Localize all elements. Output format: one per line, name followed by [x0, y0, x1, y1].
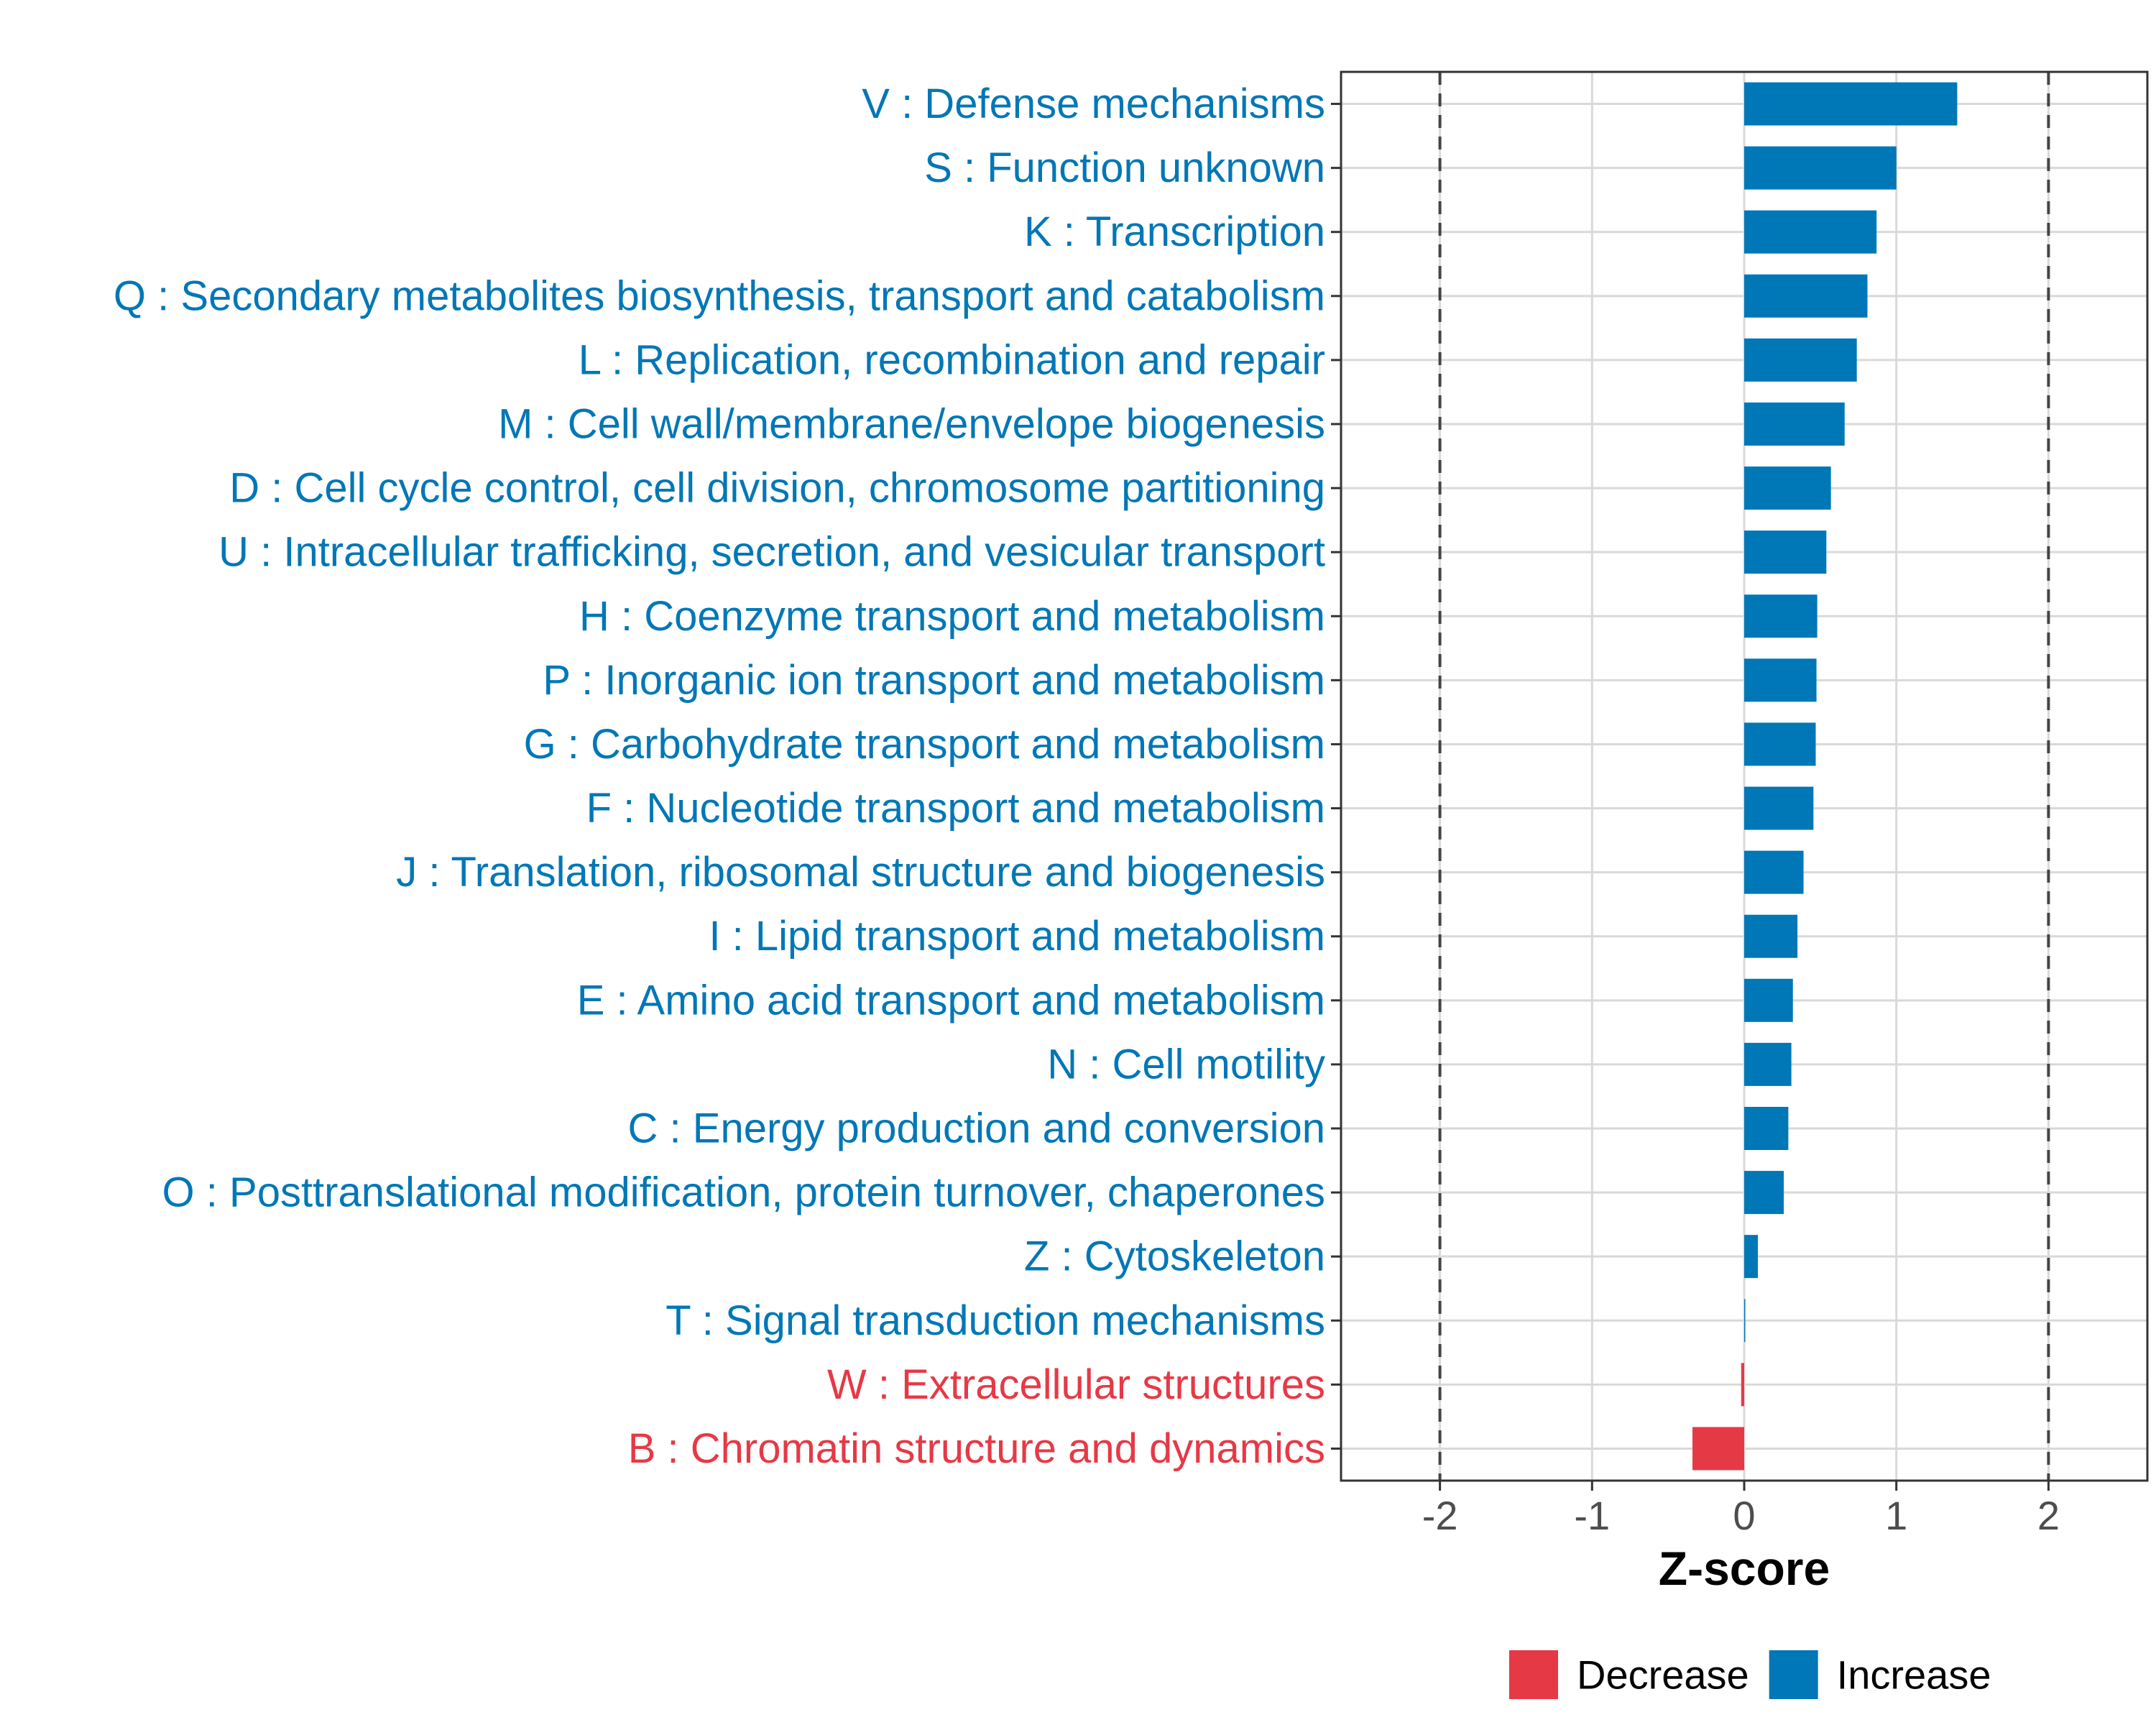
x-tick-label: 1	[1885, 1493, 1907, 1538]
category-label: T : Signal transduction mechanisms	[665, 1297, 1325, 1344]
x-axis-ticks	[1439, 1481, 2050, 1491]
bar	[1744, 594, 1818, 638]
category-label: I : Lipid transport and metabolism	[709, 913, 1325, 960]
category-labels: V : Defense mechanisms S : Function unkno…	[114, 80, 1325, 1472]
legend-swatch	[1769, 1650, 1818, 1699]
x-tick-label: -2	[1422, 1493, 1458, 1538]
bar	[1744, 722, 1816, 766]
bars	[1692, 82, 1958, 1471]
bar	[1744, 978, 1793, 1022]
category-label: K : Transcription	[1024, 208, 1325, 255]
category-label: G : Carbohydrate transport and metabolis…	[524, 721, 1325, 768]
category-label: N : Cell motility	[1047, 1041, 1325, 1087]
category-label: C : Energy production and conversion	[628, 1105, 1325, 1152]
category-label: P : Inorganic ion transport and metaboli…	[543, 657, 1325, 704]
x-tick-label: 0	[1733, 1493, 1755, 1538]
bar	[1744, 1235, 1759, 1279]
bar	[1744, 1299, 1746, 1343]
legend: Decrease Increase	[1509, 1650, 1991, 1699]
category-label: M : Cell wall/membrane/envelope biogenes…	[498, 401, 1325, 448]
bar	[1744, 658, 1817, 702]
category-label: L : Replication, recombination and repai…	[579, 336, 1325, 383]
x-axis-title: Z-score	[1659, 1542, 1830, 1595]
x-tick-label: 2	[2037, 1493, 2060, 1538]
bar	[1744, 850, 1804, 894]
bar	[1744, 466, 1831, 510]
category-label: U : Intracellular trafficking, secretion…	[218, 529, 1325, 576]
bar	[1741, 1363, 1744, 1407]
legend-label: Decrease	[1577, 1652, 1749, 1698]
bar	[1744, 274, 1868, 318]
category-label: B : Chromatin structure and dynamics	[628, 1425, 1325, 1472]
category-label: D : Cell cycle control, cell division, c…	[229, 465, 1325, 512]
category-label: W : Extracellular structures	[827, 1361, 1325, 1408]
bar	[1744, 210, 1877, 254]
bar	[1744, 786, 1814, 830]
reference-lines	[1438, 72, 2050, 1481]
legend-swatch	[1509, 1650, 1558, 1699]
category-label: H : Coenzyme transport and metabolism	[579, 593, 1325, 640]
category-label: O : Posttranslational modification, prot…	[162, 1169, 1325, 1216]
bar	[1744, 82, 1958, 126]
x-tick-label: -1	[1574, 1493, 1610, 1538]
category-label: V : Defense mechanisms	[862, 80, 1325, 127]
y-axis-ticks	[1331, 103, 1341, 1450]
bar	[1744, 1042, 1792, 1086]
x-tick-labels: -2 -1 0 1 2	[1422, 1493, 2060, 1538]
bar	[1692, 1427, 1744, 1471]
bar	[1744, 1107, 1789, 1150]
bar	[1744, 530, 1827, 574]
category-label: Q : Secondary metabolites biosynthesis, …	[114, 272, 1325, 319]
category-label: E : Amino acid transport and metabolism	[577, 977, 1325, 1024]
legend-label: Increase	[1837, 1652, 1991, 1698]
category-label: Z : Cytoskeleton	[1024, 1233, 1325, 1280]
bar	[1744, 914, 1798, 958]
bar	[1744, 146, 1897, 190]
category-label: J : Translation, ribosomal structure and…	[396, 849, 1325, 896]
bar	[1744, 402, 1845, 446]
bar	[1744, 1171, 1784, 1215]
bar	[1744, 338, 1857, 382]
category-label: F : Nucleotide transport and metabolism	[586, 785, 1325, 832]
category-label: S : Function unknown	[924, 144, 1325, 191]
